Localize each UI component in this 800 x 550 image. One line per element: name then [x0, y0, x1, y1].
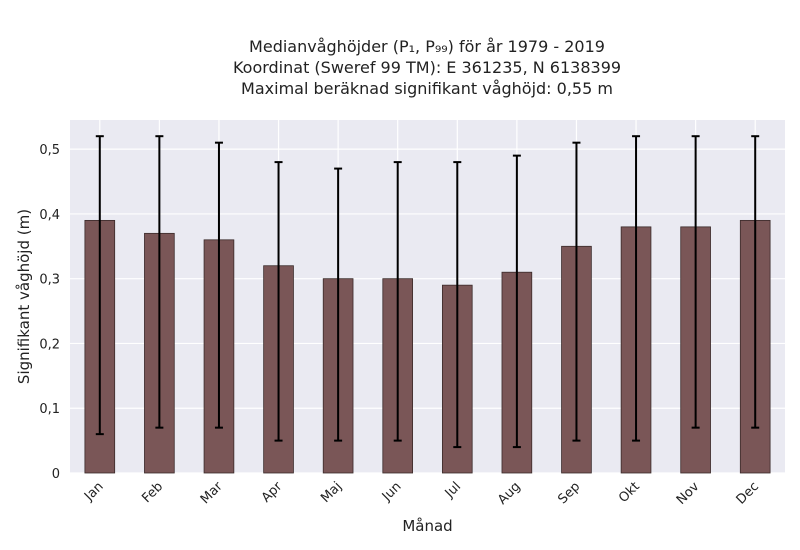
x-tick-label: Dec [734, 479, 762, 507]
chart-title-line: Koordinat (Sweref 99 TM): E 361235, N 61… [233, 58, 621, 77]
x-tick-label: Okt [616, 479, 643, 506]
x-tick-label: Sep [555, 479, 583, 507]
x-tick-label: Maj [318, 479, 345, 506]
x-tick-label: Mar [198, 479, 226, 507]
x-tick-label: Feb [139, 479, 166, 506]
chart-title: Medianvåghöjder (P₁, P₉₉) för år 1979 - … [233, 37, 621, 98]
plot-area [70, 120, 785, 473]
x-tick-label: Jul [442, 479, 464, 501]
y-tick-label: 0,1 [39, 402, 60, 417]
y-tick-label: 0 [52, 467, 60, 482]
x-tick-label: Nov [674, 479, 703, 508]
x-tick-label: Jun [379, 479, 405, 505]
chart-title-line: Medianvåghöjder (P₁, P₉₉) för år 1979 - … [249, 37, 605, 56]
error-bars [95, 135, 760, 449]
x-tick-label: Apr [259, 479, 286, 506]
x-tick-label: Jan [81, 479, 106, 504]
chart-title-line: Maximal beräknad signifikant våghöjd: 0,… [241, 79, 613, 98]
x-axis-label: Månad [402, 517, 452, 535]
y-tick-label: 0,2 [39, 337, 60, 352]
y-tick-label: 0,4 [39, 208, 60, 223]
x-tick-label: Aug [495, 479, 524, 508]
y-axis-label: Signifikant våghöjd (m) [15, 209, 33, 384]
y-tick-label: 0,5 [39, 143, 60, 158]
y-tick-label: 0,3 [39, 273, 60, 288]
y-axis-ticks: 0 0,1 0,2 0,3 0,4 0,5 [39, 143, 60, 482]
x-axis-ticks: Jan Feb Mar Apr Maj Jun Jul Aug Sep Okt Nov Dec [81, 479, 762, 508]
